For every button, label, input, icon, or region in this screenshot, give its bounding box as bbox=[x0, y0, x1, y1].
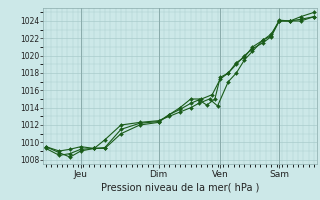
X-axis label: Pression niveau de la mer( hPa ): Pression niveau de la mer( hPa ) bbox=[101, 183, 259, 193]
